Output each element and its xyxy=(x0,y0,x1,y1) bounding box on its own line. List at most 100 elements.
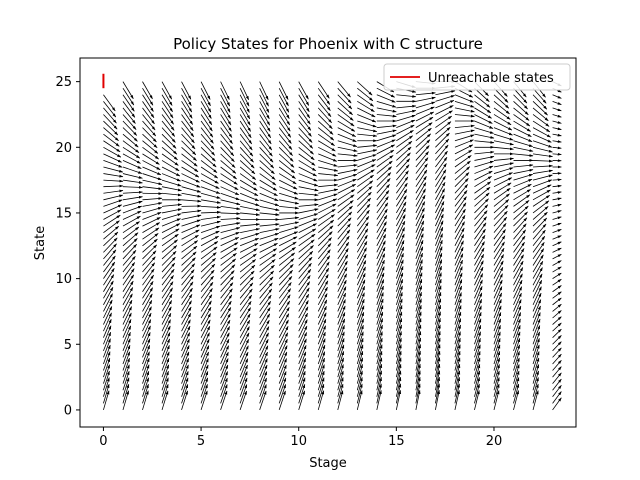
vector-arrow xyxy=(317,94,331,111)
vector-arrow xyxy=(161,287,173,306)
vector-arrow xyxy=(200,319,211,338)
vector-arrow xyxy=(513,211,528,227)
vector-arrow xyxy=(298,245,314,260)
vector-arrow xyxy=(376,215,388,233)
vector-arrow xyxy=(279,199,300,205)
vector-arrow xyxy=(200,252,217,266)
vector-arrow xyxy=(376,184,390,201)
vector-arrow xyxy=(454,100,475,108)
vector-arrow xyxy=(415,376,421,397)
vector-arrow xyxy=(474,292,483,312)
vector-arrow xyxy=(181,319,191,338)
vector-arrow xyxy=(396,130,414,142)
vector-arrow xyxy=(395,350,402,371)
vector-arrow xyxy=(532,248,545,266)
vector-arrow xyxy=(533,164,553,168)
vector-arrow xyxy=(239,147,254,163)
vector-arrow xyxy=(454,227,465,246)
vector-arrow xyxy=(122,179,143,184)
vector-arrow xyxy=(337,178,357,188)
vector-arrow xyxy=(161,383,169,404)
vector-arrow xyxy=(532,338,540,358)
vector-arrow xyxy=(454,311,462,332)
vector-arrow xyxy=(318,188,339,194)
vector-arrow xyxy=(435,239,443,260)
vector-arrow xyxy=(435,188,446,207)
vector-arrow xyxy=(493,167,514,174)
vector-arrow xyxy=(493,127,513,136)
vector-arrow xyxy=(142,227,160,240)
vector-arrow xyxy=(259,358,268,378)
vector-arrow xyxy=(220,300,232,319)
vector-arrow xyxy=(239,338,250,358)
vector-arrow xyxy=(161,223,181,234)
vector-arrow xyxy=(454,383,460,404)
vector-arrow xyxy=(298,153,316,166)
vector-arrow xyxy=(181,351,190,371)
vector-arrow xyxy=(493,235,506,253)
vector-arrow xyxy=(552,316,562,325)
vector-arrow xyxy=(278,120,292,138)
vector-arrow xyxy=(395,259,404,279)
vector-arrow xyxy=(454,107,475,113)
vector-arrow xyxy=(239,166,257,180)
vector-arrow xyxy=(513,305,522,325)
vector-arrow xyxy=(200,300,212,319)
vector-arrow xyxy=(181,140,197,156)
vector-arrow xyxy=(493,318,502,338)
vector-arrow xyxy=(278,133,293,150)
vector-arrow xyxy=(415,285,423,305)
vector-arrow xyxy=(435,363,441,384)
vector-arrow xyxy=(376,100,397,108)
vector-arrow xyxy=(337,211,353,227)
vector-arrow xyxy=(454,160,471,174)
vector-arrow xyxy=(103,133,120,147)
vector-arrow xyxy=(181,114,194,132)
vector-arrow xyxy=(337,173,358,181)
vector-arrow xyxy=(161,140,178,155)
vector-arrow xyxy=(513,87,528,104)
vector-arrow xyxy=(474,150,495,155)
vector-arrow xyxy=(259,127,272,145)
vector-arrow xyxy=(103,107,117,124)
vector-arrow xyxy=(142,238,158,253)
vector-arrow xyxy=(493,279,503,299)
vector-arrow xyxy=(435,201,445,220)
vector-arrow xyxy=(376,208,388,227)
vector-arrow xyxy=(200,235,219,247)
vector-arrow xyxy=(493,299,502,319)
vector-arrow xyxy=(532,217,547,233)
vector-arrow xyxy=(357,186,373,201)
vector-arrow xyxy=(298,293,310,312)
vector-arrow xyxy=(122,107,136,124)
vector-arrow xyxy=(356,253,367,273)
vector-arrow xyxy=(513,370,520,391)
vector-arrow xyxy=(454,253,464,273)
vector-arrow xyxy=(161,268,175,286)
vector-arrow xyxy=(337,101,353,116)
vector-arrow xyxy=(298,114,312,131)
vector-arrow xyxy=(181,199,202,203)
vector-arrow xyxy=(395,370,402,391)
vector-arrow xyxy=(493,140,514,146)
vector-arrow xyxy=(259,173,277,186)
vector-arrow xyxy=(239,253,257,266)
vector-arrow xyxy=(161,357,170,378)
vector-arrow xyxy=(259,294,272,312)
vector-arrow xyxy=(122,280,134,299)
vector-arrow xyxy=(239,259,257,273)
vector-arrow xyxy=(337,94,353,110)
vector-arrow xyxy=(513,146,534,152)
vector-arrow xyxy=(435,278,442,299)
vector-arrow xyxy=(396,176,409,194)
vector-arrow xyxy=(122,299,133,319)
vector-arrow xyxy=(103,280,114,299)
vector-arrow xyxy=(395,265,404,286)
vector-arrow xyxy=(532,305,541,325)
vector-arrow xyxy=(317,249,331,266)
vector-arrow xyxy=(181,269,195,286)
vector-arrow xyxy=(220,232,240,240)
vector-arrow xyxy=(435,304,441,325)
vector-arrow xyxy=(454,292,462,312)
vector-arrow xyxy=(552,222,562,227)
